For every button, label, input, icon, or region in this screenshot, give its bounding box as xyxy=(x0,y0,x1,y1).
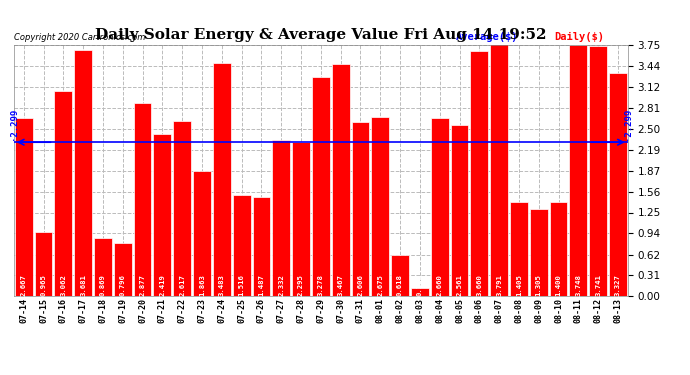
Text: 2.606: 2.606 xyxy=(357,274,364,296)
Bar xyxy=(312,76,330,296)
Bar xyxy=(55,91,72,296)
Text: 2.419: 2.419 xyxy=(159,274,166,296)
Bar xyxy=(352,122,369,296)
Bar xyxy=(94,238,112,296)
Text: 1.863: 1.863 xyxy=(199,274,205,296)
Bar xyxy=(391,255,409,296)
Bar xyxy=(114,243,132,296)
Bar xyxy=(510,202,528,296)
Text: Daily($): Daily($) xyxy=(554,33,604,42)
Bar xyxy=(273,140,290,296)
Bar xyxy=(569,45,587,296)
Text: 0.796: 0.796 xyxy=(120,274,126,296)
Text: ·2.299: ·2.299 xyxy=(9,107,19,140)
Text: 2.332: 2.332 xyxy=(278,274,284,296)
Text: 0.123: 0.123 xyxy=(417,274,423,296)
Bar xyxy=(173,121,191,296)
Text: 0.618: 0.618 xyxy=(397,274,403,296)
Text: 2.675: 2.675 xyxy=(377,274,383,296)
Text: 3.660: 3.660 xyxy=(476,274,482,296)
Text: 2.561: 2.561 xyxy=(457,274,462,296)
Text: 0.869: 0.869 xyxy=(100,274,106,296)
Text: 2.877: 2.877 xyxy=(139,274,146,296)
Bar xyxy=(253,196,270,296)
Bar xyxy=(371,117,389,296)
Bar xyxy=(34,232,52,296)
Bar xyxy=(431,118,448,296)
Text: 2.667: 2.667 xyxy=(21,274,27,296)
Text: 1.405: 1.405 xyxy=(516,274,522,296)
Bar xyxy=(134,104,152,296)
Text: 2.660: 2.660 xyxy=(437,274,443,296)
Text: 0.965: 0.965 xyxy=(41,274,46,296)
Text: Average($): Average($) xyxy=(456,33,518,42)
Text: Copyright 2020 Cartronics.com: Copyright 2020 Cartronics.com xyxy=(14,33,145,42)
Text: 2.295: 2.295 xyxy=(298,274,304,296)
Text: 1.400: 1.400 xyxy=(555,274,562,296)
Text: 3.741: 3.741 xyxy=(595,274,601,296)
Text: 1.487: 1.487 xyxy=(259,274,264,296)
Bar xyxy=(213,63,230,296)
Bar xyxy=(550,202,567,296)
Text: 3.483: 3.483 xyxy=(219,274,225,296)
Text: 3.748: 3.748 xyxy=(575,274,582,296)
Text: 3.791: 3.791 xyxy=(496,274,502,296)
Bar xyxy=(292,142,310,296)
Bar xyxy=(411,288,428,296)
Bar xyxy=(451,124,469,296)
Title: Daily Solar Energy & Average Value Fri Aug 14 19:52: Daily Solar Energy & Average Value Fri A… xyxy=(95,28,546,42)
Text: 3.327: 3.327 xyxy=(615,274,621,296)
Text: 3.278: 3.278 xyxy=(318,274,324,296)
Bar xyxy=(490,42,508,296)
Text: 1.516: 1.516 xyxy=(239,274,245,296)
Bar xyxy=(75,50,92,296)
Bar xyxy=(471,51,489,296)
Text: 3.467: 3.467 xyxy=(337,274,344,296)
Bar xyxy=(530,209,548,296)
Text: ·2.299: ·2.299 xyxy=(623,107,633,140)
Bar xyxy=(609,74,627,296)
Text: 2.617: 2.617 xyxy=(179,274,185,296)
Text: 1.305: 1.305 xyxy=(535,274,542,296)
Bar xyxy=(14,117,32,296)
Bar xyxy=(332,64,350,296)
Text: 3.681: 3.681 xyxy=(80,274,86,296)
Bar xyxy=(193,171,211,296)
Bar xyxy=(153,134,171,296)
Bar xyxy=(233,195,250,296)
Text: 3.062: 3.062 xyxy=(60,274,66,296)
Bar xyxy=(589,46,607,296)
